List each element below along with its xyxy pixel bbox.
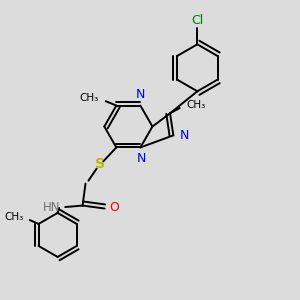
Text: S: S xyxy=(95,158,105,172)
Text: CH₃: CH₃ xyxy=(186,100,206,110)
Text: O: O xyxy=(109,201,119,214)
Text: N: N xyxy=(137,152,147,165)
Text: CH₃: CH₃ xyxy=(4,212,24,223)
Text: CH₃: CH₃ xyxy=(80,93,99,103)
Text: Cl: Cl xyxy=(191,14,203,27)
Text: N: N xyxy=(136,88,145,101)
Text: N: N xyxy=(180,129,189,142)
Text: HN: HN xyxy=(43,200,61,214)
